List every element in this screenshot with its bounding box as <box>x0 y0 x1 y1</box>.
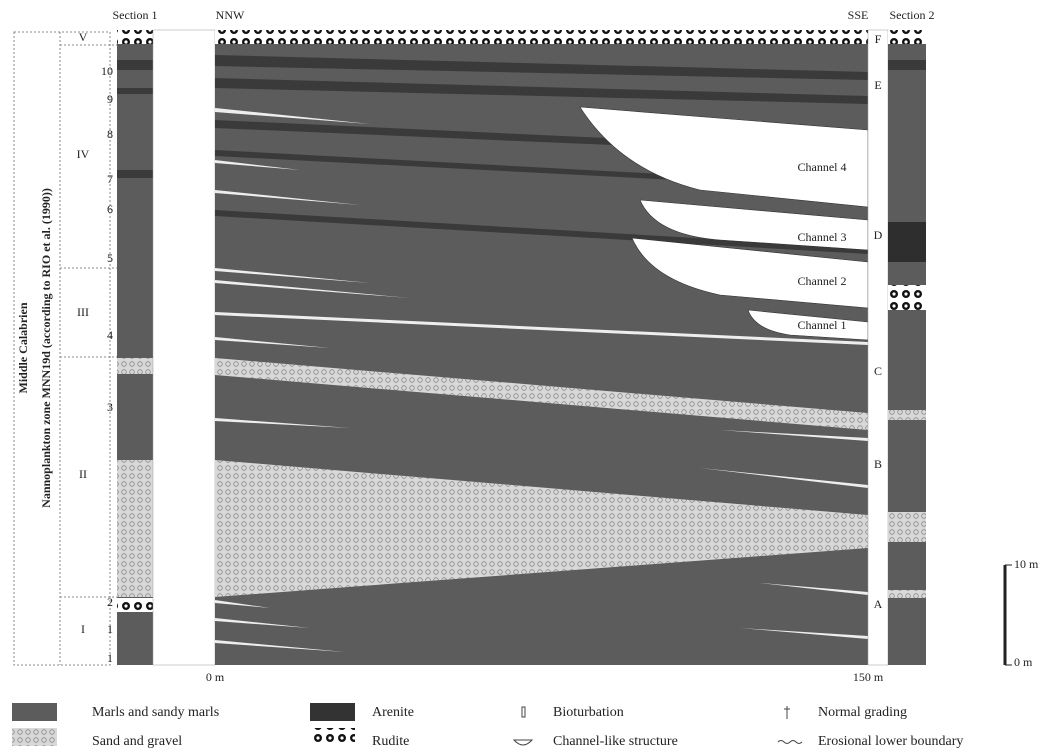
direction: NNW <box>216 8 245 22</box>
level-label: F <box>875 32 882 46</box>
cross-section: Middle Calabrien Nannoplankton zone MNN1… <box>0 0 1043 756</box>
unit-label: IV <box>77 147 90 161</box>
channel-label: Channel 4 <box>798 160 847 174</box>
scale-label: 0 m <box>1014 655 1033 669</box>
bed-number: 4 <box>107 328 113 342</box>
level-label: A <box>874 597 883 611</box>
scale-label: 10 m <box>1014 557 1039 571</box>
distance-label: 0 m <box>206 670 225 684</box>
stage: Middle Calabrien <box>16 302 30 393</box>
legend: Marls and sandy marls Sand and gravel Ar… <box>12 703 963 749</box>
bed-number: 6 <box>107 202 113 216</box>
level-label: B <box>874 457 882 471</box>
bed-number: 8 <box>107 127 113 141</box>
legend-label: Erosional lower boundary <box>818 734 963 749</box>
channel-label: Channel 1 <box>798 318 847 332</box>
level-label: C <box>874 364 882 378</box>
legend-swatch <box>12 728 57 746</box>
nnw-strip <box>153 30 215 665</box>
legend-label: Marls and sandy marls <box>92 705 219 720</box>
unit-label: V <box>79 30 88 44</box>
section-2-column <box>888 30 926 665</box>
sse-strip <box>868 30 888 665</box>
section-title: Section 1 <box>113 8 158 22</box>
unit-label: II <box>79 467 87 481</box>
legend-symbol <box>778 741 802 744</box>
legend-label: Normal grading <box>818 705 907 720</box>
direction: SSE <box>848 8 869 22</box>
legend-swatch <box>310 703 355 721</box>
level-label: D <box>874 228 883 242</box>
legend-label: Arenite <box>372 705 414 720</box>
zone: Nannoplankton zone MNN19d (according to … <box>39 188 53 508</box>
legend-swatch <box>12 703 57 721</box>
bed-number: 3 <box>107 400 113 414</box>
legend-label: Sand and gravel <box>92 734 182 749</box>
bed-number: 9 <box>107 92 113 106</box>
legend-symbol <box>522 707 525 717</box>
section-title: Section 2 <box>890 8 935 22</box>
bed-numbers: 10 9 8 7 6 5 4 3 2 1 1 <box>101 64 113 665</box>
legend-label: Channel-like structure <box>553 734 678 749</box>
legend-swatch <box>310 728 355 746</box>
bed-number: 10 <box>101 64 113 78</box>
bed-number: 7 <box>107 172 113 186</box>
unit-label: I <box>81 622 85 636</box>
unit-label: III <box>77 305 89 319</box>
channel-label: Channel 3 <box>798 230 847 244</box>
bed-number: 5 <box>107 251 113 265</box>
level-label: E <box>874 78 881 92</box>
legend-symbol <box>784 706 790 719</box>
legend-symbol <box>514 740 532 745</box>
bed-number: 1 <box>107 651 113 665</box>
channel-label: Channel 2 <box>798 274 847 288</box>
bed-number: 2 <box>107 595 113 609</box>
scale-bar <box>1005 565 1012 665</box>
bed-number: 1 <box>107 622 113 636</box>
legend-label: Rudite <box>372 734 409 749</box>
distance-label: 150 m <box>853 670 884 684</box>
legend-label: Bioturbation <box>553 705 624 720</box>
section-1-column <box>117 30 153 665</box>
